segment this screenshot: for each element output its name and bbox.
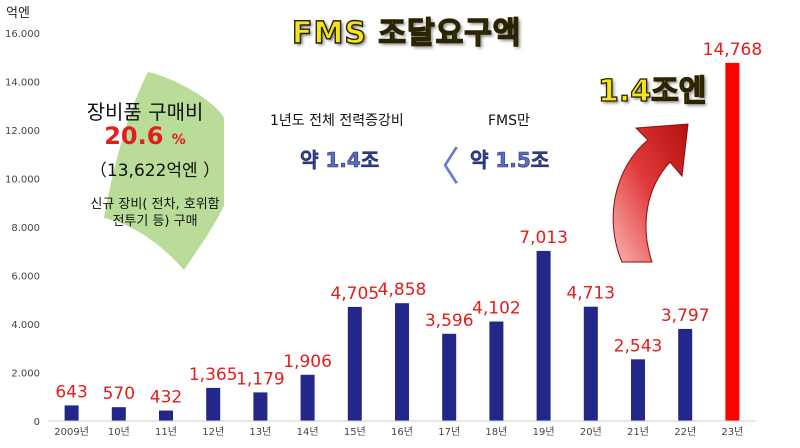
x-tick-label: 11년	[155, 426, 177, 438]
data-label: 643	[55, 382, 87, 402]
x-tick-label: 21년	[627, 426, 649, 438]
bar	[678, 328, 693, 421]
x-tick-label: 22년	[674, 426, 696, 438]
bar	[159, 410, 173, 421]
less-than-bracket-icon: 〈	[420, 144, 460, 190]
bar	[489, 321, 504, 421]
data-label: 1,365	[189, 365, 238, 385]
bar	[111, 407, 126, 421]
y-axis-unit: 억엔	[6, 6, 30, 21]
bar	[442, 333, 457, 421]
comparison-left-value: 약 1.4조	[300, 148, 380, 173]
data-labels-layer: 643 570 4321,3651,1791,9064,7054,8583,5964…	[55, 40, 762, 408]
equipment-percent: 20.6 %	[70, 122, 220, 150]
equipment-percent-unit: %	[171, 132, 186, 148]
data-label: 7,013	[519, 228, 568, 248]
y-tick-label: 14.000	[5, 78, 40, 89]
y-tick-label: 8.000	[11, 223, 40, 234]
x-tick-label: 17년	[438, 426, 460, 438]
x-tick-label: 23년	[721, 426, 743, 438]
leaf-shape	[104, 72, 224, 270]
y-axis: 0 2.000 4.000 6.000 8.000 10.000 12.000 14.000 1…	[5, 29, 40, 428]
x-tick-label: 13년	[249, 426, 271, 438]
data-label: 4,705	[330, 284, 379, 304]
equipment-desc-line1: 신규 장비( 전차, 호위함	[90, 197, 220, 212]
data-label: 570	[103, 384, 135, 404]
equipment-title: 장비품 구매비	[86, 100, 204, 124]
bar	[206, 387, 221, 421]
equipment-desc-line2: 전투기 등) 구매	[112, 214, 198, 229]
x-axis: 2009년 10년 11년 12년 13년 14년 15년 16년 17년 18년 19년 20년 21…	[48, 420, 756, 438]
data-label: 1,179	[236, 369, 285, 389]
data-label: 2,543	[614, 336, 663, 356]
chart-title: FMS 조달요구액	[291, 15, 522, 51]
y-tick-label: 12.000	[5, 126, 40, 137]
bar	[395, 303, 409, 421]
comparison-right-value: 약 1.5조	[470, 148, 550, 173]
data-label: 1,906	[283, 352, 332, 372]
data-label: 4,858	[378, 280, 427, 300]
curved-arrow-icon	[612, 123, 689, 263]
data-label: 3,596	[425, 311, 474, 331]
bar	[253, 392, 268, 421]
x-tick-label: 16년	[391, 426, 413, 438]
bar	[631, 359, 645, 421]
y-tick-label: 6.000	[11, 272, 40, 283]
data-label: 4,102	[472, 299, 521, 319]
y-tick-label: 4.000	[11, 320, 40, 331]
x-tick-label: 15년	[344, 426, 366, 438]
x-tick-label: 10년	[108, 426, 130, 438]
y-tick-label: 2.000	[11, 369, 40, 380]
equipment-percent-value: 20.6	[104, 122, 164, 150]
data-label: 4,713	[566, 284, 615, 304]
x-tick-label: 2009년	[54, 426, 89, 438]
bar	[725, 62, 740, 421]
bar	[583, 306, 598, 421]
bars-layer	[64, 62, 740, 421]
y-tick-label: 16.000	[5, 29, 40, 40]
x-tick-label: 19년	[533, 426, 555, 438]
data-label: 3,797	[661, 306, 710, 326]
highlight-amount: 1.4조엔	[597, 73, 707, 109]
data-label: 432	[150, 388, 182, 408]
data-label: 14,768	[703, 40, 762, 60]
comparison-right-label: FMS만	[488, 113, 530, 129]
y-tick-label: 10.000	[5, 175, 40, 186]
x-tick-label: 12년	[202, 426, 224, 438]
x-tick-label: 18년	[485, 426, 507, 438]
x-tick-label: 20년	[580, 426, 602, 438]
x-tick-label: 14년	[297, 426, 319, 438]
bar	[347, 306, 362, 421]
equipment-amount: （13,622억엔 ）	[89, 161, 221, 181]
comparison-left-label: 1년도 전체 전력증강비	[270, 113, 404, 129]
bar	[300, 374, 315, 421]
bar	[64, 405, 79, 421]
y-tick-label: 0	[34, 417, 40, 428]
bar	[536, 250, 551, 421]
